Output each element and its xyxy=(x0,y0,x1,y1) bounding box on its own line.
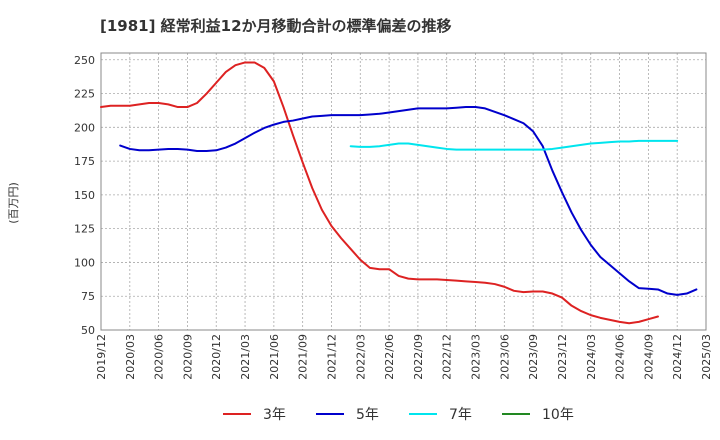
legend-label-2: 5年 xyxy=(356,407,379,423)
x-tick-label: 2022/06 xyxy=(383,334,396,380)
y-tick-label: 225 xyxy=(74,88,95,101)
legend: 3年 5年 7年 10年 xyxy=(223,407,574,423)
x-tick-label: 2021/12 xyxy=(325,334,338,380)
x-tick-label: 2025/03 xyxy=(700,334,713,380)
y-tick-label: 150 xyxy=(74,189,95,202)
series-line-2 xyxy=(119,106,698,296)
x-tick-label: 2022/12 xyxy=(441,334,454,380)
series-line-1 xyxy=(100,61,659,325)
x-tick-label: 2020/03 xyxy=(124,334,137,380)
x-tick-label: 2022/03 xyxy=(354,334,367,380)
chart-title: [1981] 経常利益12か月移動合計の標準偏差の推移 xyxy=(100,17,452,35)
y-tick-label: 50 xyxy=(81,324,95,337)
y-axis-ticks: 50 75 100 125 150 175 200 225 250 xyxy=(74,54,95,337)
series-layer xyxy=(100,61,698,325)
x-tick-label: 2021/03 xyxy=(239,334,252,380)
x-tick-label: 2020/06 xyxy=(153,334,166,380)
x-tick-label: 2020/09 xyxy=(181,334,194,380)
series-line-3 xyxy=(349,139,679,151)
grid xyxy=(101,53,706,330)
legend-label-4: 10年 xyxy=(542,407,574,423)
x-tick-label: 2023/09 xyxy=(527,334,540,380)
x-tick-label: 2023/12 xyxy=(556,334,569,380)
y-tick-label: 125 xyxy=(74,223,95,236)
legend-label-3: 7年 xyxy=(449,407,472,423)
y-tick-label: 75 xyxy=(81,290,95,303)
legend-label-1: 3年 xyxy=(263,407,286,423)
x-tick-label: 2024/06 xyxy=(614,334,627,380)
x-tick-label: 2019/12 xyxy=(95,334,108,380)
y-tick-label: 100 xyxy=(74,256,95,269)
plot-frame xyxy=(100,52,707,331)
x-tick-label: 2024/09 xyxy=(642,334,655,380)
x-tick-label: 2024/03 xyxy=(585,334,598,380)
y-tick-label: 250 xyxy=(74,54,95,67)
x-tick-label: 2023/06 xyxy=(498,334,511,380)
y-tick-label: 175 xyxy=(74,155,95,168)
x-tick-label: 2022/09 xyxy=(412,334,425,380)
x-tick-label: 2020/12 xyxy=(210,334,223,380)
x-tick-label: 2024/12 xyxy=(671,334,684,380)
y-tick-label: 200 xyxy=(74,121,95,134)
x-axis-ticks: 2019/12 2020/03 2020/06 2020/09 2020/12 2021/… xyxy=(95,334,713,380)
x-tick-label: 2023/03 xyxy=(470,334,483,380)
x-tick-label: 2021/06 xyxy=(268,334,281,380)
y-axis-label: (百万円) xyxy=(7,182,20,224)
x-tick-label: 2021/09 xyxy=(297,334,310,380)
